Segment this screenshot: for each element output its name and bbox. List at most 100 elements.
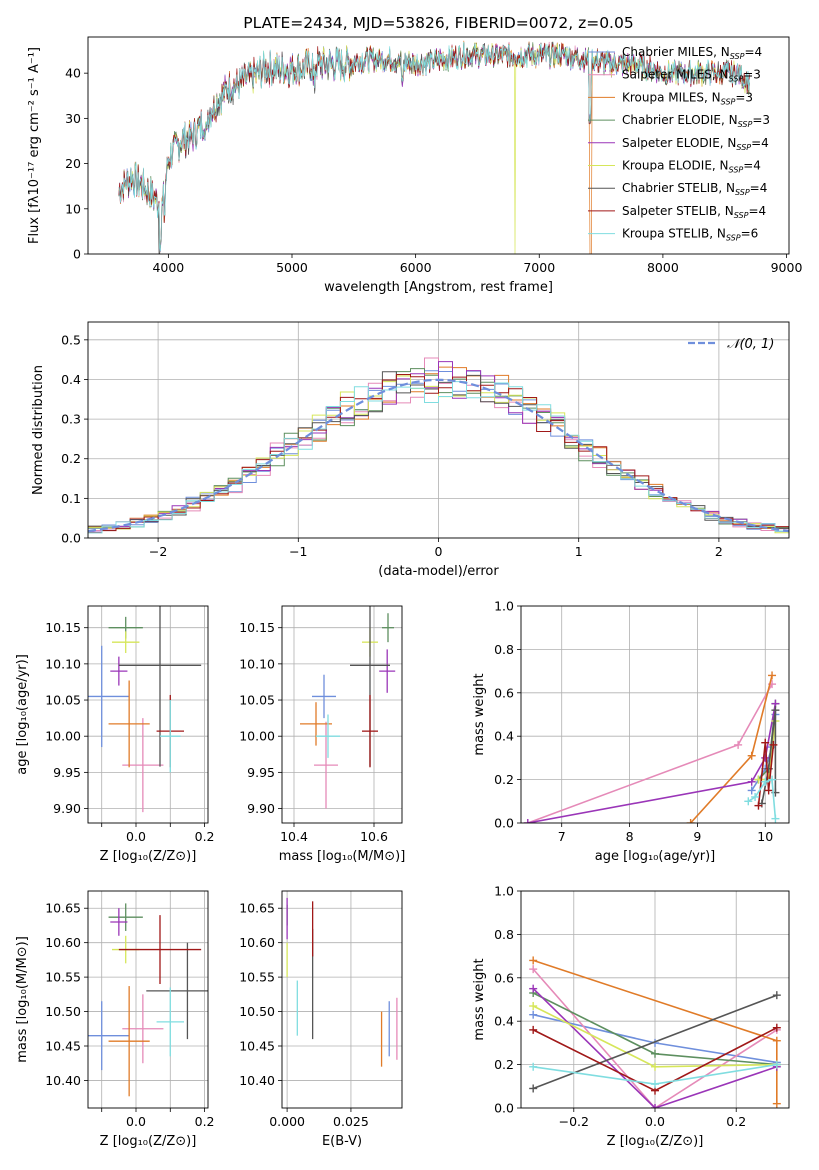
- y-tick-label: 1.0: [494, 884, 514, 899]
- weight-marker-kroupa_stelib: [529, 1062, 538, 1071]
- y-tick-label: 10.55: [239, 970, 275, 985]
- errorbar-salpeter_miles: [122, 994, 164, 1064]
- panel-residuals: −2 −1 0 1 2 0.0 0.1 0.2 0.3 0.4 0.5 (data-model)/er…: [31, 321, 790, 579]
- weight-marker-kroupa_stelib: [651, 1080, 659, 1089]
- errorbar-kroupa_miles: [108, 680, 150, 768]
- weight-marker-salpeter_elodie: [761, 753, 770, 762]
- y-tick-label: 9.90: [247, 801, 275, 816]
- x-tick-label: −2: [149, 544, 167, 559]
- weight-marker-kroupa_miles: [772, 1099, 781, 1108]
- weight-marker-kroupa_stelib: [744, 797, 753, 806]
- legend-entry-kroupa_elodie: Kroupa ELODIE, NSSP=4: [622, 159, 761, 175]
- weight-line-salpeter_elodie: [527, 703, 777, 823]
- axes-frame: [87, 605, 209, 824]
- errorbar-kroupa_stelib: [316, 714, 340, 758]
- x-axis-label: wavelength [Angstrom, rest frame]: [324, 280, 553, 295]
- y-tick-label: 10.55: [45, 970, 81, 985]
- x-tick-label: 0.2: [195, 829, 215, 844]
- panel-mass_vs_Z: 0.0 0.2 10.40 10.45 10.50 10.55 10.60 10.65 Z [l…: [15, 890, 215, 1149]
- y-tick-label: 10.00: [45, 729, 81, 744]
- weight-marker-kroupa_stelib: [772, 1060, 781, 1069]
- weight-marker-kroupa_miles: [772, 1036, 781, 1045]
- errorbar-kroupa_miles: [108, 986, 150, 1097]
- y-tick-label: 20: [65, 156, 81, 171]
- y-tick-label: 0.0: [494, 816, 514, 831]
- y-tick-label: 30: [65, 111, 81, 126]
- weight-marker-salpeter_miles: [529, 965, 538, 974]
- plot-area: [118, 40, 750, 254]
- legend-entry-kroupa_stelib: Kroupa STELIB, NSSP=6: [622, 227, 758, 243]
- x-tick-label: 0.2: [195, 1114, 215, 1129]
- x-axis-label: age [log₁₀(age/yr)]: [595, 849, 716, 864]
- weight-marker-kroupa_miles: [747, 751, 756, 760]
- y-tick-label: 40: [65, 66, 81, 81]
- weight-marker-kroupa_stelib: [751, 792, 760, 801]
- y-tick-label: 0.6: [494, 970, 514, 985]
- legend-entry-chabrier_miles: Chabrier MILES, NSSP=4: [622, 45, 762, 61]
- x-tick-label: 0.000: [269, 1114, 305, 1129]
- y-axis-label: mass weight: [472, 673, 487, 755]
- x-tick-label: 0.0: [126, 829, 146, 844]
- y-tick-label: 0.0: [61, 531, 81, 546]
- weight-marker-chabrier_elodie: [651, 1049, 659, 1058]
- y-tick-label: 10.50: [45, 1004, 81, 1019]
- weight-marker-salpeter_stelib: [754, 801, 763, 810]
- x-axis-label: (data-model)/error: [378, 564, 499, 579]
- x-tick-label: 9: [693, 829, 701, 844]
- legend-entry-salpeter_elodie: Salpeter ELODIE, NSSP=4: [622, 136, 769, 152]
- histogram-kroupa_stelib: [88, 381, 789, 538]
- plot-area: [521, 606, 789, 823]
- weight-marker-salpeter_elodie: [523, 819, 532, 823]
- weight-marker-salpeter_elodie: [529, 984, 538, 993]
- y-tick-label: 0: [73, 247, 81, 262]
- x-tick-label: 0.025: [333, 1114, 369, 1129]
- y-tick-label: 10.05: [239, 693, 275, 708]
- y-tick-label: 0.0: [494, 1101, 514, 1116]
- y-tick-label: 9.95: [53, 765, 81, 780]
- legend-entry-kroupa_miles: Kroupa MILES, NSSP=3: [622, 90, 753, 106]
- errorbar-chabrier_stelib: [146, 942, 208, 1040]
- weight-line-chabrier_stelib: [761, 710, 777, 804]
- x-tick-label: 10.6: [360, 829, 388, 844]
- y-tick-label: 10.15: [45, 620, 81, 635]
- y-tick-label: 0.3: [61, 412, 81, 427]
- weight-marker-kroupa_stelib: [771, 814, 780, 823]
- panel-spectrum: 4000 5000 6000 7000 8000 9000 0 10 20 30 40 wavelen…: [27, 14, 802, 295]
- errorbar-chabrier_elodie: [382, 613, 394, 643]
- panel-age_vs_Z: 0.0 0.2 9.90 9.95 10.00 10.05 10.10 10.15 Z [log…: [15, 605, 215, 864]
- axes-frame: [281, 890, 403, 1109]
- plot-area: [88, 322, 789, 538]
- chart-title: PLATE=2434, MJD=53826, FIBERID=0072, z=0…: [243, 14, 633, 32]
- errorbar-salpeter_elodie: [379, 649, 396, 693]
- legend-entry-salpeter_miles: Salpeter MILES, NSSP=3: [622, 68, 761, 84]
- weight-line-salpeter_miles: [527, 683, 773, 823]
- errorbar-salpeter_elodie: [110, 908, 128, 936]
- y-tick-label: 10.50: [239, 1004, 275, 1019]
- y-tick-label: 0.4: [494, 729, 514, 744]
- y-axis-label: mass [log₁₀(M/M⊙)]: [15, 936, 30, 1063]
- y-axis-label: mass weight: [472, 958, 487, 1040]
- x-tick-label: 0.0: [645, 1114, 665, 1129]
- x-tick-label: 0.0: [126, 1114, 146, 1129]
- errorbar-chabrier_miles: [88, 1001, 130, 1071]
- panel-age_vs_mass: 10.4 10.6 9.90 9.95 10.00 10.05 10.10 10.15 mass…: [239, 605, 405, 864]
- x-tick-label: 1: [575, 544, 583, 559]
- y-tick-label: 10.45: [239, 1039, 275, 1054]
- y-tick-label: 10.40: [239, 1073, 275, 1088]
- weight-line-salpeter_stelib: [757, 742, 775, 806]
- y-tick-label: 10.60: [45, 935, 81, 950]
- x-tick-label: 7000: [523, 260, 555, 275]
- weight-marker-kroupa_miles: [768, 671, 777, 680]
- y-tick-label: 9.90: [53, 801, 81, 816]
- y-tick-label: 10.60: [239, 935, 275, 950]
- errorbar-kroupa_stelib: [156, 987, 184, 1057]
- weight-marker-salpeter_elodie: [651, 1104, 659, 1108]
- x-axis-label: Z [log₁₀(Z/Z⊙)]: [100, 1134, 197, 1149]
- panel-weight_vs_age: 7 8 9 10 0.0 0.2 0.4 0.6 0.8 1.0 age [log₁₀(age/yr…: [472, 599, 790, 864]
- weight-marker-kroupa_miles: [686, 819, 695, 823]
- y-axis-label: Normed distribution: [31, 365, 46, 495]
- x-tick-label: 10.4: [280, 829, 308, 844]
- weight-marker-salpeter_elodie: [747, 777, 756, 786]
- axes-frame: [520, 890, 790, 1109]
- weight-marker-salpeter_stelib: [769, 740, 778, 749]
